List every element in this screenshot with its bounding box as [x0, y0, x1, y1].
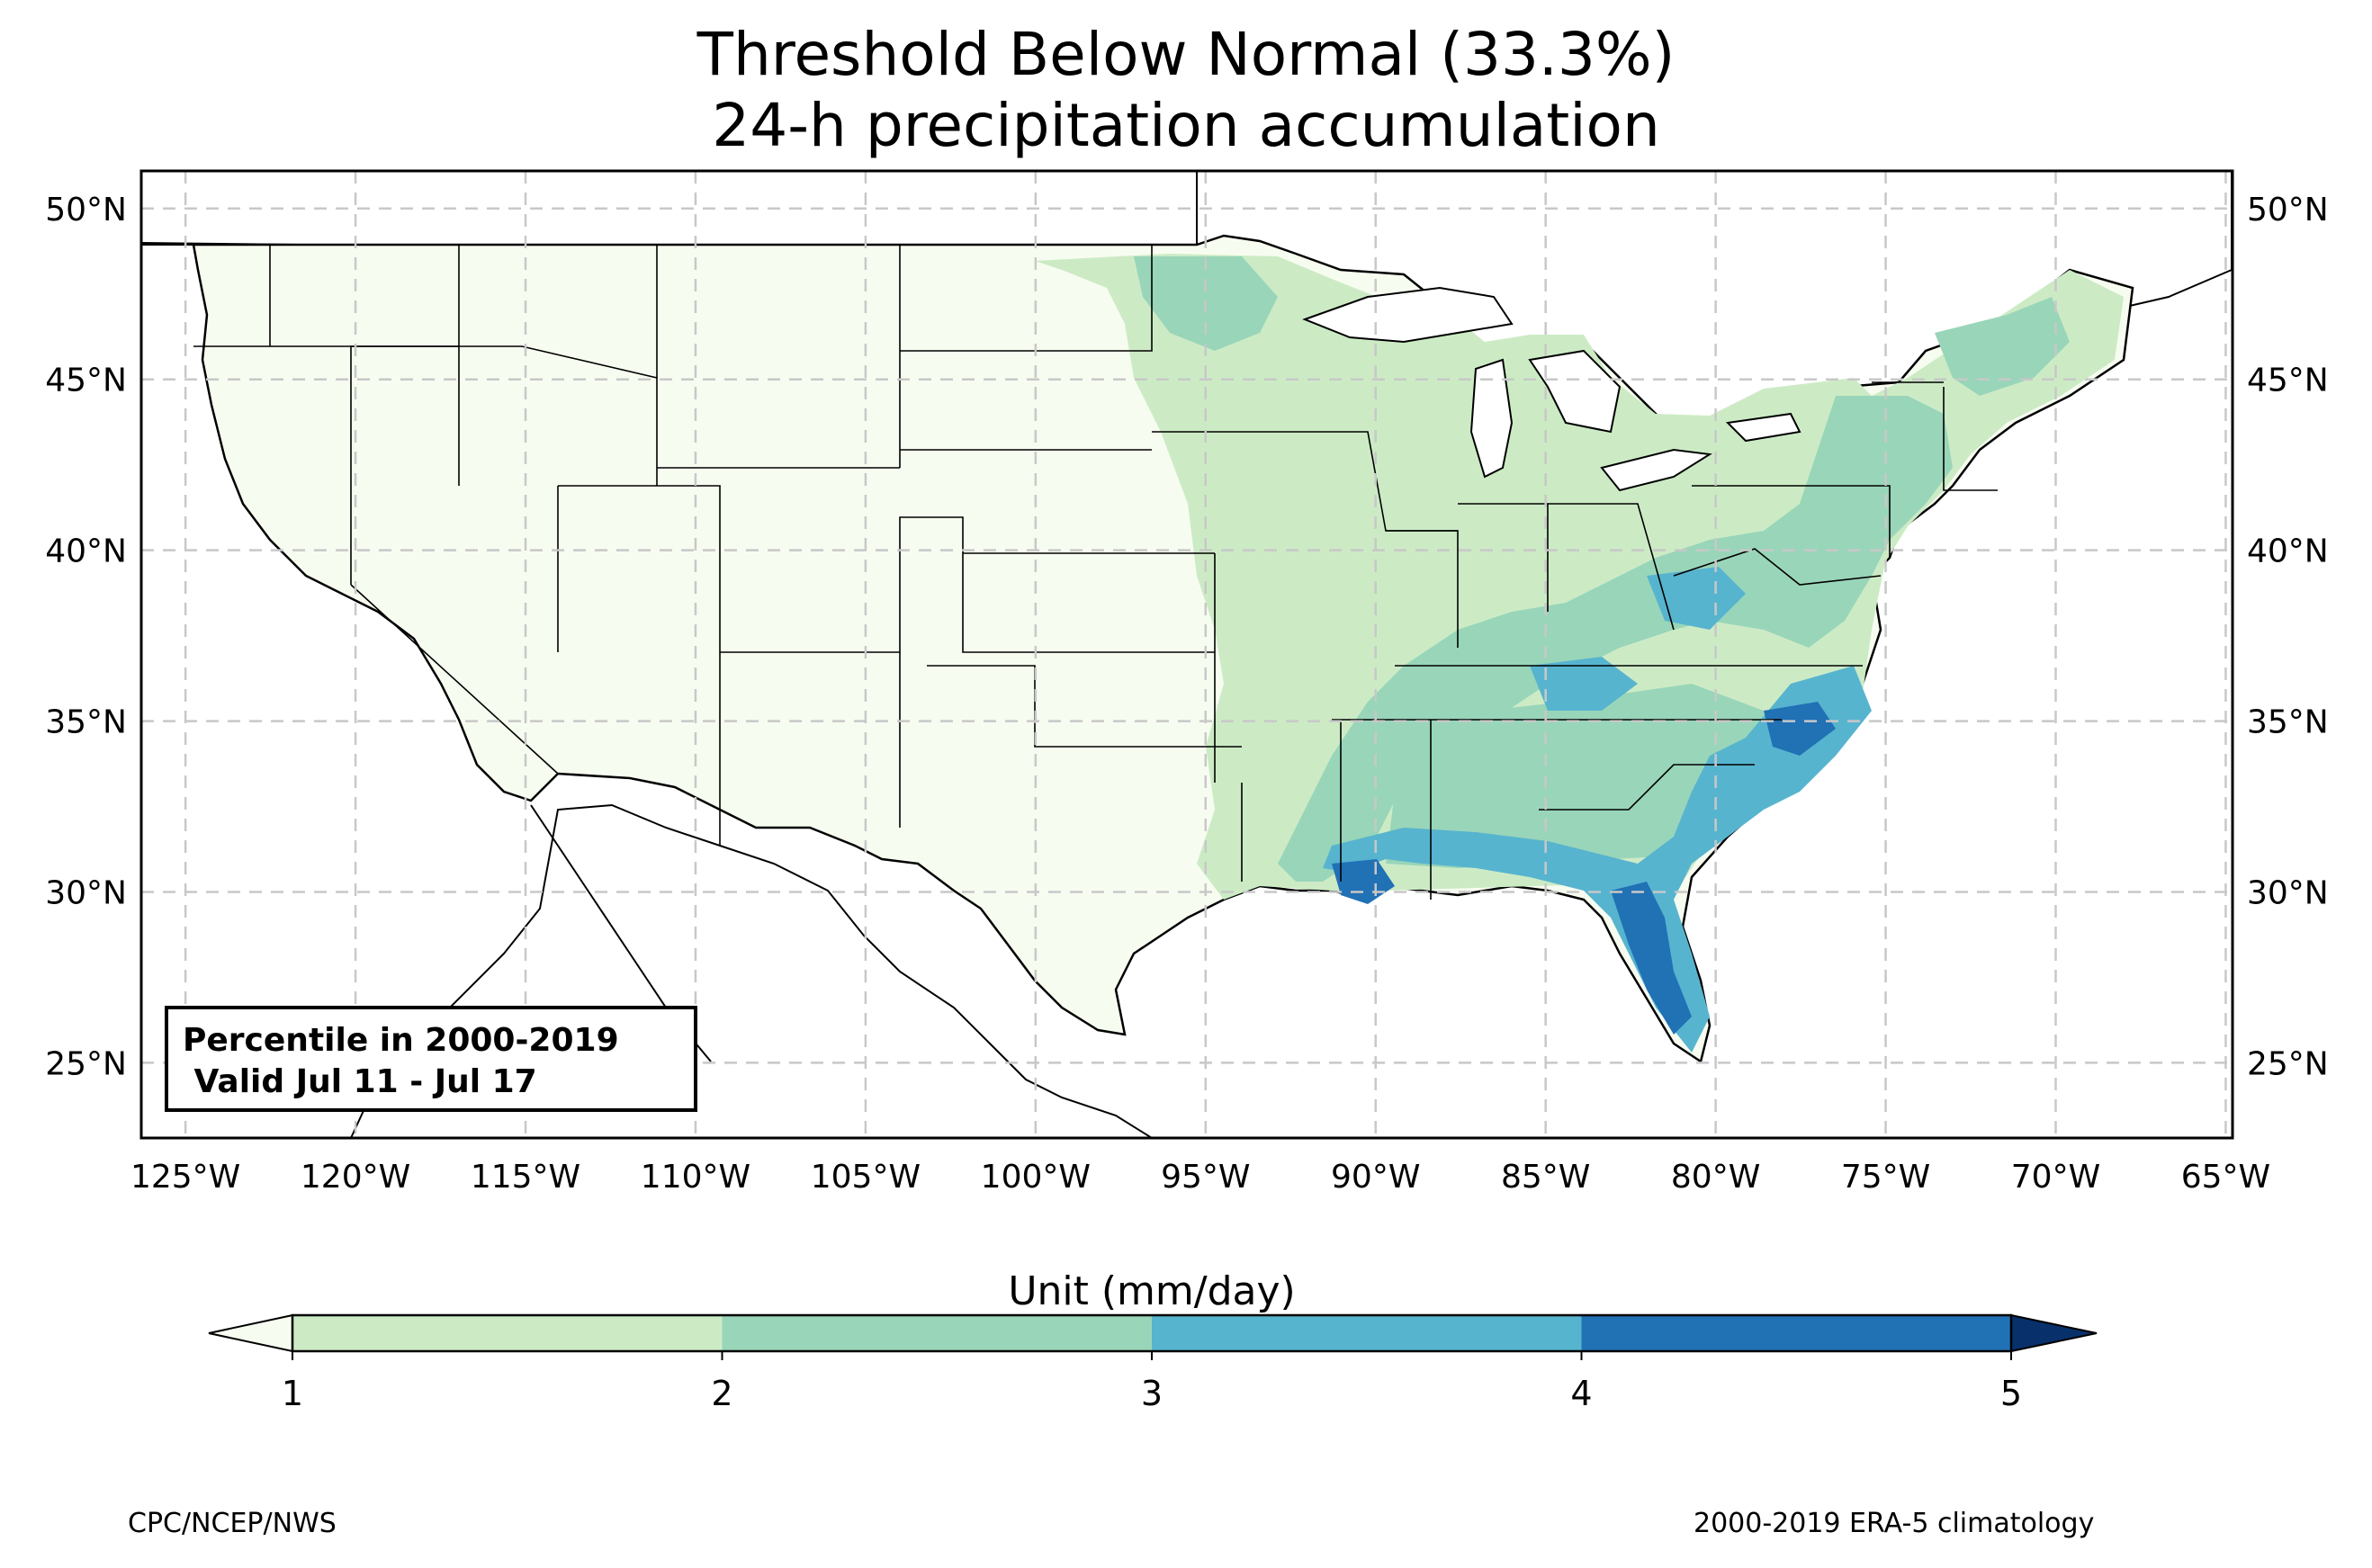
lon-tick-label: 95°W: [1161, 1159, 1250, 1196]
colorbar-tick-label: 1: [282, 1374, 303, 1413]
lon-tick-label: 90°W: [1331, 1159, 1420, 1196]
lat-tick-label-left: 50°N: [45, 192, 127, 228]
info-box: Percentile in 2000-2019 Valid Jul 11 - J…: [165, 1006, 697, 1112]
lat-tick-label-right: 30°N: [2247, 875, 2329, 912]
map-title: Threshold Below Normal (33.3%): [696, 20, 1676, 89]
lon-tick-label: 100°W: [981, 1159, 1091, 1196]
lon-tick-label: 80°W: [1671, 1159, 1760, 1196]
footer-source: CPC/NCEP/NWS: [128, 1508, 337, 1539]
lat-tick-label-left: 40°N: [45, 533, 127, 570]
lon-tick-label: 85°W: [1501, 1159, 1590, 1196]
contour-level-2: [1134, 256, 2070, 882]
lat-tick-label-left: 45°N: [45, 363, 127, 399]
lon-tick-label: 115°W: [471, 1159, 580, 1196]
lat-tick-label-left: 30°N: [45, 875, 127, 912]
info-box-percentile: Percentile in 2000-2019: [183, 1022, 619, 1059]
map-frame: [139, 169, 2234, 1140]
contour-level-3: [1323, 567, 1872, 1053]
colorbar-title: Unit (mm/day): [1008, 1268, 1295, 1314]
lake-erie: [1600, 448, 1712, 492]
colorbar-segment: [1581, 1315, 2011, 1351]
colorbar-segment: [722, 1315, 1152, 1351]
colorbar: Unit (mm/day) 1 2 3 4 5: [208, 1268, 2098, 1413]
map-subtitle: 24-h precipitation accumulation: [712, 91, 1660, 160]
colorbar-tick-label: 5: [2000, 1374, 2022, 1413]
colorbar-tick-label: 3: [1141, 1374, 1163, 1413]
colorbar-tick-label: 2: [711, 1374, 732, 1413]
colorbar-over-triangle: [2010, 1313, 2098, 1353]
footer-climatology: 2000-2019 ERA-5 climatology: [1694, 1508, 2095, 1539]
latitude-tick-labels-right: 50°N 45°N 40°N 35°N 30°N 25°N: [2247, 192, 2329, 1083]
lat-tick-label-right: 35°N: [2247, 704, 2329, 741]
state-borders: [193, 245, 1998, 900]
lat-tick-label-right: 50°N: [2247, 192, 2329, 228]
lon-tick-label: 75°W: [1841, 1159, 1930, 1196]
lat-tick-label-left: 25°N: [45, 1045, 127, 1082]
colorbar-tick-label: 4: [1570, 1374, 1592, 1413]
colorbar-under-triangle: [208, 1313, 293, 1353]
precip-contours: [1035, 254, 2124, 1053]
lat-tick-label-right: 40°N: [2247, 533, 2329, 570]
longitude-tick-labels: 125°W 120°W 115°W 110°W 105°W 100°W 95°W 90°W 85…: [130, 1159, 2270, 1196]
lon-tick-label: 105°W: [811, 1159, 921, 1196]
lat-tick-label-right: 25°N: [2247, 1045, 2329, 1082]
lon-tick-label: 125°W: [130, 1159, 240, 1196]
great-lakes: [1302, 286, 1801, 492]
colorbar-segment: [1152, 1315, 1582, 1351]
lon-tick-label: 70°W: [2011, 1159, 2100, 1196]
lake-huron: [1528, 349, 1622, 434]
lat-tick-label-right: 45°N: [2247, 363, 2329, 399]
contour-level-4: [1332, 702, 1836, 1035]
lon-tick-label: 110°W: [641, 1159, 750, 1196]
colorbar-segment: [292, 1315, 723, 1351]
info-box-valid-dates: Valid Jul 11 - Jul 17: [183, 1063, 537, 1100]
lon-tick-label: 65°W: [2181, 1159, 2270, 1196]
lake-ontario: [1725, 412, 1801, 443]
lake-michigan: [1469, 358, 1514, 479]
latitude-tick-labels-left: 50°N 45°N 40°N 35°N 30°N 25°N: [45, 192, 127, 1083]
lon-tick-label: 120°W: [301, 1159, 410, 1196]
lake-superior: [1302, 286, 1514, 344]
lat-tick-label-left: 35°N: [45, 704, 127, 741]
